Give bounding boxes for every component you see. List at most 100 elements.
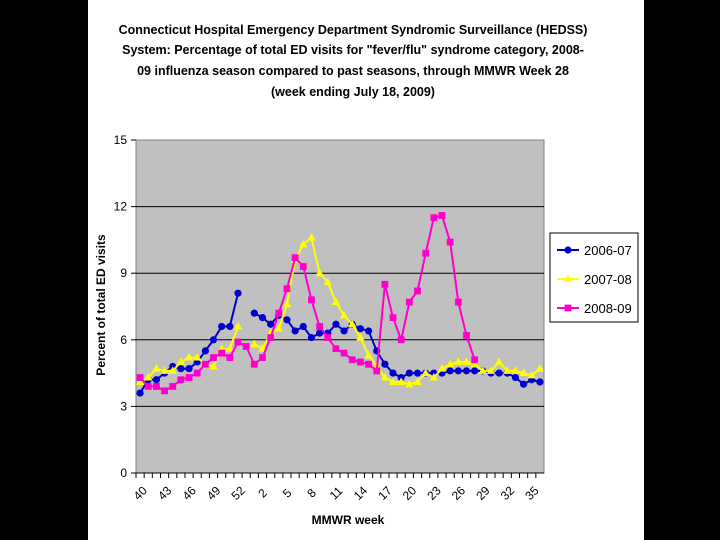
x-tick-label-46: 46 [180, 483, 200, 503]
plot-area [135, 139, 545, 474]
data-point-2007-08-wk31 [494, 357, 504, 365]
data-point-2006-07-wk11 [332, 320, 340, 328]
data-point-2008-09-wk6 [291, 254, 299, 262]
legend-item-2008-09: 2008-09 [557, 301, 632, 316]
chart-title-line-1: Connecticut Hospital Emergency Departmen… [119, 23, 588, 37]
data-point-2008-09-wk27 [463, 331, 470, 339]
y-tick-label-0: 0 [120, 466, 127, 480]
data-point-2008-09-wk1 [250, 360, 258, 368]
x-axis-ticks: 40 43 46 49 52 2 5 8 11 14 17 20 23 26 29 32 35 [131, 472, 544, 503]
data-point-2007-08-wk49 [209, 361, 218, 370]
data-point-2008-09-wk51 [226, 354, 234, 361]
data-point-2008-09-wk11 [332, 345, 340, 353]
data-point-2007-08-wk40 [135, 377, 145, 385]
legend-label-2006-07: 2006-07 [584, 243, 632, 258]
data-point-2007-08-wk20 [405, 379, 414, 388]
x-tick-label-5: 5 [280, 486, 295, 501]
data-point-2008-09-wk50 [218, 349, 226, 357]
data-point-2008-09-wk40 [136, 374, 144, 381]
data-point-2008-09-wk52 [234, 338, 242, 346]
data-point-2006-07-wk42 [152, 376, 160, 384]
data-point-2008-09-wk49 [210, 354, 217, 361]
x-tick-label-52: 52 [228, 483, 248, 503]
legend-label-2008-09: 2008-09 [584, 301, 632, 316]
data-point-2008-09-wk4 [275, 309, 283, 317]
data-point-2006-07-wk45 [177, 365, 185, 373]
legend-box [549, 232, 639, 323]
data-point-2007-08-wk17 [380, 373, 390, 381]
data-point-2006-07-wk3 [267, 320, 275, 328]
x-tick-label-40: 40 [131, 483, 151, 503]
data-point-2008-09-wk43 [161, 387, 168, 395]
data-point-2008-09-wk46 [185, 374, 193, 381]
data-point-2006-07-wk17 [381, 360, 389, 368]
data-point-2006-07-wk6 [291, 327, 299, 335]
data-point-2008-09-wk16 [373, 367, 381, 375]
data-point-2006-07-wk18 [389, 369, 397, 377]
data-point-2008-09-wk14 [357, 358, 364, 366]
data-point-2008-09-wk7 [299, 263, 307, 270]
data-point-2006-07-wk21 [413, 369, 422, 377]
data-point-2006-07-wk2 [258, 314, 267, 322]
data-point-2007-08-wk35 [527, 370, 536, 379]
data-point-2008-09-wk23 [430, 214, 438, 222]
data-point-2006-07-wk40 [136, 389, 144, 397]
data-point-2007-08-wk44 [168, 366, 177, 374]
x-tick-label-26: 26 [449, 483, 469, 503]
data-point-2007-08-wk18 [388, 377, 398, 385]
x-tick-label-11: 11 [327, 484, 346, 503]
data-point-2006-07-wk34 [520, 380, 528, 388]
data-point-2007-08-wk10 [323, 277, 332, 286]
legend-marker-2006-07 [564, 246, 572, 254]
series-2008-09 [136, 212, 479, 395]
data-point-2007-08-wk30 [486, 366, 496, 374]
data-point-2006-07-wk20 [405, 369, 413, 377]
data-point-2006-07-wk1 [250, 309, 258, 317]
data-point-2008-09-wk22 [422, 249, 430, 257]
data-point-2007-08-wk32 [503, 366, 512, 374]
data-point-2008-09-wk24 [438, 212, 446, 219]
data-point-2006-07-wk15 [364, 327, 373, 335]
data-point-2007-08-wk51 [225, 344, 235, 352]
data-point-2007-08-wk22 [421, 368, 430, 377]
data-point-2007-08-wk11 [331, 297, 341, 306]
data-point-2008-09-wk13 [348, 356, 356, 364]
data-point-2007-08-wk19 [397, 377, 406, 385]
data-point-2006-07-wk14 [356, 325, 364, 333]
x-tick-label-29: 29 [473, 483, 493, 503]
chart-title: Connecticut Hospital Emergency Departmen… [119, 23, 588, 99]
data-point-2007-08-wk36 [535, 364, 545, 372]
legend-label-2007-08: 2007-08 [584, 272, 632, 287]
x-tick-label-49: 49 [204, 483, 224, 503]
data-point-2008-09-wk53 [242, 343, 250, 350]
x-tick-label-14: 14 [351, 483, 371, 503]
data-point-2007-08-wk34 [519, 368, 528, 377]
legend-marker-2007-08 [563, 274, 573, 282]
y-tick-label-15: 15 [114, 133, 128, 147]
x-tick-label-35: 35 [522, 483, 542, 503]
chart: Connecticut Hospital Emergency Departmen… [94, 23, 639, 527]
y-tick-label-6: 6 [120, 333, 127, 347]
data-point-2008-09-wk44 [169, 383, 177, 390]
x-tick-label-32: 32 [498, 483, 518, 503]
series-2006-07 [136, 289, 544, 397]
data-point-2007-08-wk15 [364, 350, 373, 359]
data-point-2007-08-wk23 [429, 373, 439, 381]
x-tick-label-8: 8 [304, 486, 319, 501]
chart-title-line-2: System: Percentage of total ED visits fo… [122, 43, 584, 57]
data-point-2006-07-wk26 [454, 367, 462, 375]
data-point-2007-08-wk13 [348, 319, 357, 328]
data-point-2008-09-wk26 [454, 298, 462, 306]
data-point-2006-07-wk46 [185, 365, 193, 373]
data-point-2007-08-wk1 [250, 339, 259, 348]
data-point-2006-07-wk27 [462, 367, 471, 375]
data-point-2008-09-wk42 [153, 383, 160, 390]
data-point-2006-07-wk7 [299, 322, 307, 331]
gridlines [136, 206, 544, 407]
data-point-2007-08-wk9 [315, 268, 324, 277]
data-point-2008-09-wk28 [471, 356, 479, 364]
data-point-2006-07-wk49 [209, 336, 218, 344]
data-point-2007-08-wk42 [152, 364, 161, 372]
data-point-2007-08-wk12 [339, 310, 349, 319]
chart-title-line-3: 09 influenza season compared to past sea… [137, 64, 569, 78]
